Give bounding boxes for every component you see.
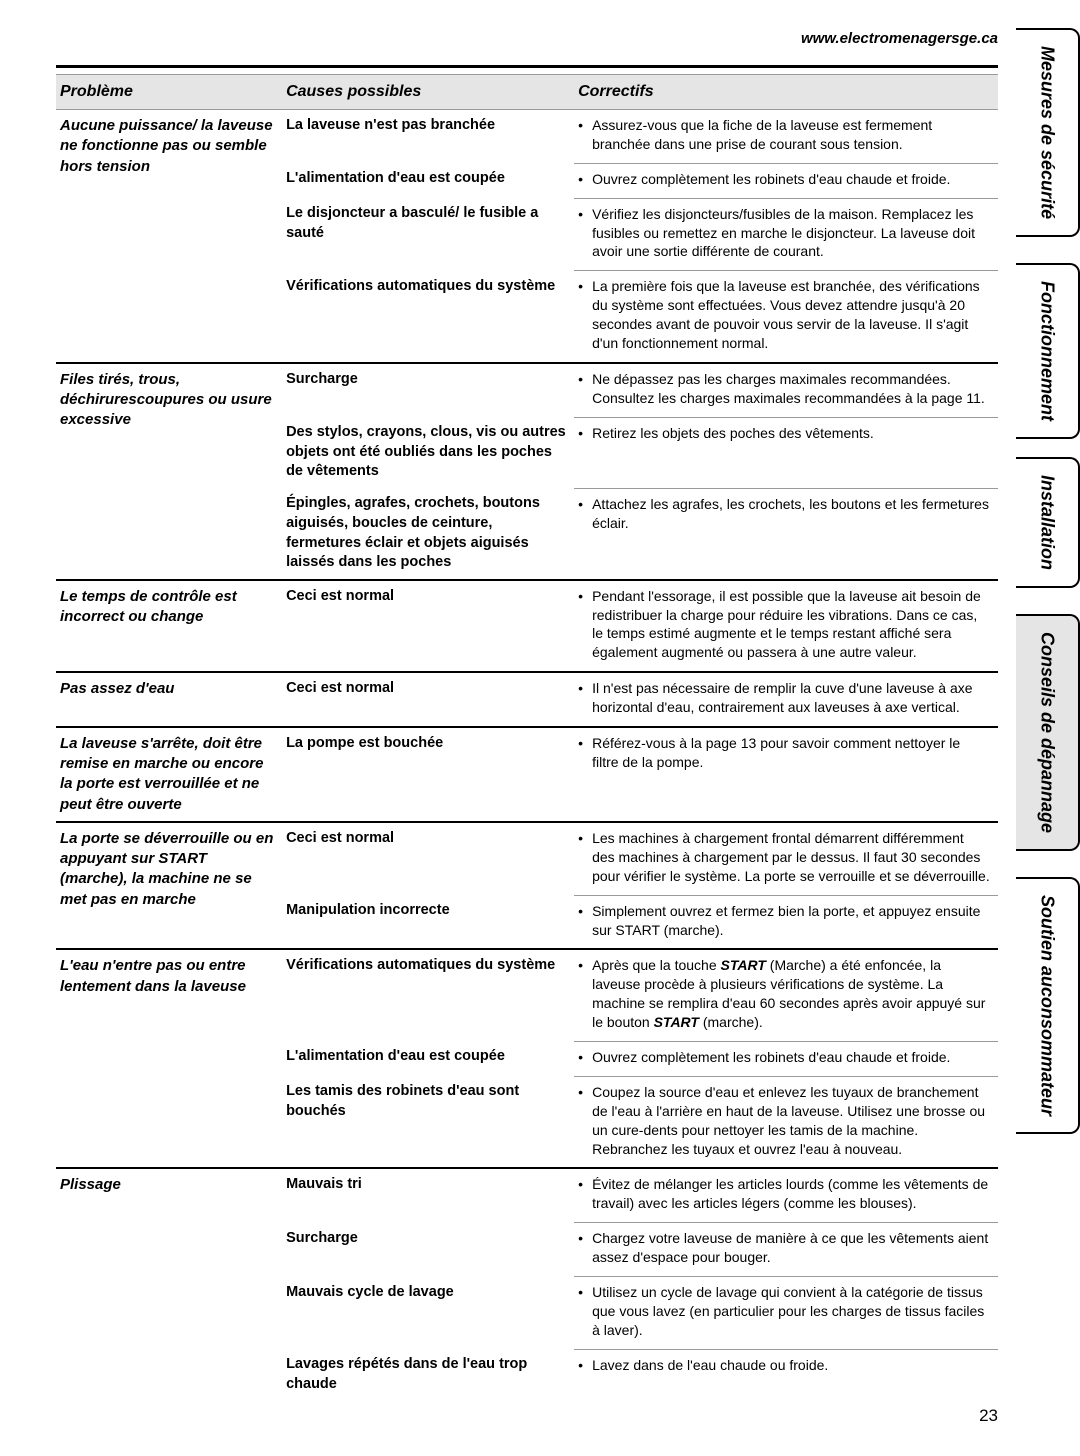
problem-cell: La laveuse s'arrête, doit être remise en… (56, 727, 282, 821)
cause-cell: La laveuse n'est pas branchée (282, 110, 574, 163)
problem-cell: Le temps de contrôle est incorrect ou ch… (56, 580, 282, 672)
cause-cell: Vérifications automatiques du système (282, 949, 574, 1041)
table-row: La porte se déverrouille ou en appuyant … (56, 822, 998, 895)
cause-cell: Mauvais tri (282, 1168, 574, 1222)
cause-cell: Les tamis des robinets d'eau sont bouché… (282, 1076, 574, 1167)
table-row: Aucune puissance/ la laveuse ne fonction… (56, 110, 998, 163)
cause-cell: Ceci est normal (282, 580, 574, 672)
cause-cell: Mauvais cycle de lavage (282, 1277, 574, 1349)
corrective-cell: Évitez de mélanger les articles lourds (… (574, 1168, 998, 1222)
troubleshooting-table: Problème Causes possibles Correctifs Auc… (56, 74, 998, 1400)
problem-cell: Aucune puissance/ la laveuse ne fonction… (56, 110, 282, 362)
table-row: Files tirés, trous, déchirurescoupures o… (56, 363, 998, 417)
table-row: Plissage Mauvais tri Évitez de mélanger … (56, 1168, 998, 1222)
problem-cell: Pas assez d'eau (56, 672, 282, 726)
cause-cell: Des stylos, crayons, clous, vis ou autre… (282, 417, 574, 488)
corrective-cell: Il n'est pas nécessaire de remplir la cu… (574, 672, 998, 726)
cause-cell: Épingles, agrafes, crochets, boutons aig… (282, 488, 574, 578)
cause-cell: Lavages répétés dans de l'eau trop chaud… (282, 1349, 574, 1400)
corrective-cell: Chargez votre laveuse de manière à ce qu… (574, 1223, 998, 1276)
corrective-cell: Référez-vous à la page 13 pour savoir co… (574, 727, 998, 821)
cause-cell: Ceci est normal (282, 672, 574, 726)
cause-cell: Ceci est normal (282, 822, 574, 895)
cause-cell: Manipulation incorrecte (282, 895, 574, 948)
corrective-cell: Simplement ouvrez et fermez bien la port… (574, 895, 998, 948)
problem-cell: La porte se déverrouille ou en appuyant … (56, 822, 282, 948)
cause-cell: La pompe est bouchée (282, 727, 574, 821)
page-number: 23 (56, 1400, 998, 1426)
corrective-cell: Après que la touche START (Marche) a été… (574, 949, 998, 1041)
corrective-cell: Retirez les objets des poches des vêteme… (574, 417, 998, 488)
cause-cell: L'alimentation d'eau est coupée (282, 163, 574, 197)
corrective-cell: Les machines à chargement frontal démarr… (574, 822, 998, 895)
table-row: L'eau n'entre pas ou entre lentement dan… (56, 949, 998, 1041)
corrective-cell: La première fois que la laveuse est bran… (574, 271, 998, 362)
tab-fonctionnement[interactable]: Fonctionnement (1016, 263, 1080, 439)
tab-soutien[interactable]: Soutien au consommateur (1016, 877, 1080, 1134)
cause-cell: Surcharge (282, 363, 574, 417)
problem-cell: Plissage (56, 1168, 282, 1400)
problem-cell: Files tirés, trous, déchirurescoupures o… (56, 363, 282, 579)
cause-cell: Surcharge (282, 1223, 574, 1276)
page-url: www.electromenagersge.ca (56, 30, 998, 68)
corrective-cell: Lavez dans de l'eau chaude ou froide. (574, 1349, 998, 1400)
col-correctives: Correctifs (574, 75, 998, 110)
col-problem: Problème (56, 75, 282, 110)
corrective-cell: Ne dépassez pas les charges maximales re… (574, 363, 998, 417)
r7c1-html: Après que la touche START (Marche) a été… (578, 956, 990, 1032)
table-row: Le temps de contrôle est incorrect ou ch… (56, 580, 998, 672)
tab-soutien-line1: Soutien au (1037, 895, 1058, 987)
tab-installation[interactable]: Installation (1016, 457, 1080, 588)
corrective-cell: Ouvrez complètement les robinets d'eau c… (574, 1041, 998, 1075)
table-row: Pas assez d'eau Ceci est normal Il n'est… (56, 672, 998, 726)
cause-cell: L'alimentation d'eau est coupée (282, 1041, 574, 1075)
table-header-row: Problème Causes possibles Correctifs (56, 75, 998, 110)
corrective-cell: Pendant l'essorage, il est possible que … (574, 580, 998, 672)
side-tabs: Mesures de sécurité Fonctionnement Insta… (1016, 0, 1080, 1456)
tab-soutien-line2: consommateur (1037, 987, 1058, 1116)
table-row: La laveuse s'arrête, doit être remise en… (56, 727, 998, 821)
cause-cell: Vérifications automatiques du système (282, 271, 574, 362)
tab-securite[interactable]: Mesures de sécurité (1016, 28, 1080, 237)
corrective-cell: Coupez la source d'eau et enlevez les tu… (574, 1076, 998, 1167)
corrective-cell: Assurez-vous que la fiche de la laveuse … (574, 110, 998, 163)
problem-cell: L'eau n'entre pas ou entre lentement dan… (56, 949, 282, 1167)
corrective-cell: Utilisez un cycle de lavage qui convient… (574, 1277, 998, 1349)
col-causes: Causes possibles (282, 75, 574, 110)
corrective-cell: Attachez les agrafes, les crochets, les … (574, 488, 998, 578)
tab-depannage[interactable]: Conseils de dépannage (1016, 614, 1080, 851)
corrective-cell: Vérifiez les disjoncteurs/fusibles de la… (574, 198, 998, 270)
corrective-cell: Ouvrez complètement les robinets d'eau c… (574, 163, 998, 197)
cause-cell: Le disjoncteur a basculé/ le fusible a s… (282, 198, 574, 270)
